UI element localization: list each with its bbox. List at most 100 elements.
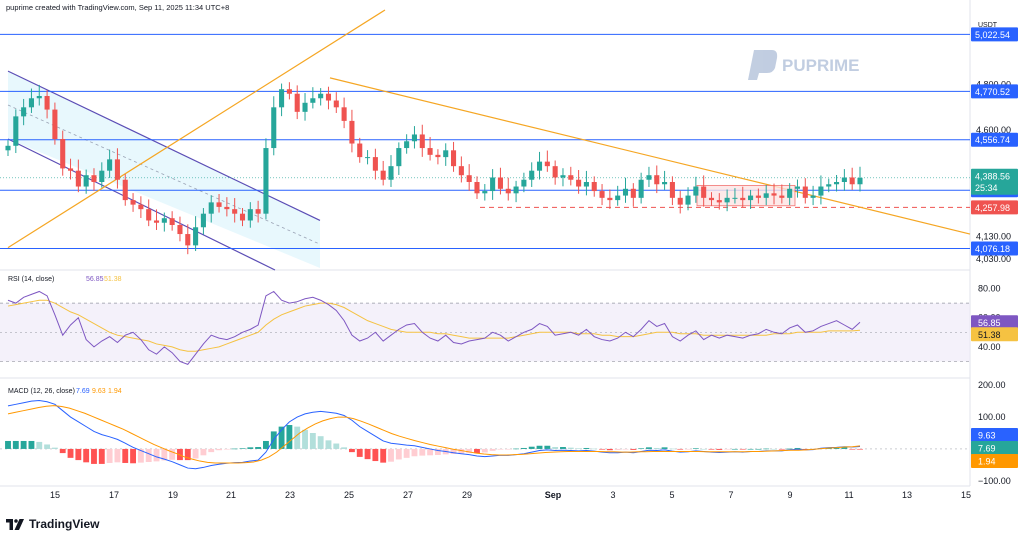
macd-histogram-bar[interactable] [560, 447, 566, 449]
macd-histogram-bar[interactable] [474, 448, 480, 454]
candle[interactable] [224, 206, 230, 210]
candle[interactable] [60, 139, 66, 169]
candle[interactable] [458, 166, 464, 176]
candle[interactable] [615, 195, 621, 201]
ascending-trendline[interactable] [7, 9, 386, 249]
macd-histogram-bar[interactable] [677, 448, 684, 450]
candle[interactable] [857, 177, 863, 185]
candle[interactable] [841, 177, 847, 182]
candle[interactable] [638, 179, 644, 198]
candle[interactable] [834, 182, 840, 185]
candle[interactable] [36, 96, 42, 99]
candle[interactable] [544, 161, 550, 167]
candle[interactable] [247, 209, 253, 221]
candle[interactable] [279, 89, 285, 108]
candle[interactable] [404, 141, 410, 149]
candle[interactable] [748, 195, 754, 201]
macd-histogram-bar[interactable] [239, 448, 246, 449]
candle[interactable] [552, 166, 558, 178]
macd-histogram-bar[interactable] [669, 448, 676, 450]
macd-histogram-bar[interactable] [591, 448, 598, 450]
rsi-line[interactable] [7, 290, 861, 365]
macd-histogram-bar[interactable] [59, 448, 66, 454]
macd-histogram-bar[interactable] [75, 448, 82, 461]
candle[interactable] [818, 186, 824, 196]
macd-histogram-bar[interactable] [505, 448, 512, 450]
candle[interactable] [646, 175, 652, 180]
macd-histogram-bar[interactable] [12, 440, 19, 449]
candle[interactable] [388, 166, 394, 180]
macd-histogram-bar[interactable] [833, 447, 840, 449]
macd-histogram-bar[interactable] [216, 448, 222, 451]
candle[interactable] [380, 170, 386, 180]
candle[interactable] [802, 186, 808, 198]
macd-histogram-bar[interactable] [724, 448, 731, 450]
macd-histogram-bar[interactable] [333, 443, 340, 449]
macd-histogram-bar[interactable] [263, 440, 269, 449]
candle[interactable] [677, 197, 683, 205]
descending-trendline[interactable] [329, 77, 971, 235]
macd-histogram-bar[interactable] [356, 448, 363, 457]
candle[interactable] [75, 170, 81, 187]
macd-histogram-bar[interactable] [372, 448, 379, 462]
candle[interactable] [263, 148, 269, 214]
candle[interactable] [685, 195, 691, 205]
candle[interactable] [451, 150, 457, 167]
candle[interactable] [568, 175, 574, 180]
candle[interactable] [701, 186, 707, 198]
candle[interactable] [185, 234, 191, 246]
macd-histogram-bar[interactable] [255, 447, 262, 449]
macd-histogram-bar[interactable] [98, 448, 105, 464]
candle[interactable] [576, 179, 582, 187]
candle[interactable] [716, 200, 722, 203]
candle[interactable] [708, 197, 715, 201]
macd-histogram-bar[interactable] [638, 448, 645, 449]
candle[interactable] [333, 100, 339, 108]
price-pane[interactable] [0, 9, 971, 271]
macd-histogram-bar[interactable] [286, 425, 293, 449]
macd-histogram-bar[interactable] [755, 448, 762, 450]
candle[interactable] [44, 96, 50, 110]
candle[interactable] [435, 154, 441, 158]
macd-histogram-bar[interactable] [685, 448, 691, 450]
candle[interactable] [67, 168, 74, 171]
candle[interactable] [497, 177, 503, 189]
macd-histogram-bar[interactable] [419, 448, 426, 456]
macd-histogram-bar[interactable] [153, 448, 160, 462]
candle[interactable] [357, 143, 363, 158]
macd-histogram-bar[interactable] [849, 448, 856, 450]
macd-histogram-bar[interactable] [450, 448, 457, 455]
macd-histogram-bar[interactable] [786, 448, 793, 450]
candle[interactable] [591, 182, 597, 192]
candle[interactable] [810, 195, 816, 198]
candle[interactable] [583, 182, 589, 187]
macd-histogram-bar[interactable] [395, 448, 402, 460]
candle[interactable] [28, 98, 34, 108]
candle[interactable] [521, 179, 527, 187]
candle[interactable] [513, 186, 519, 194]
candle[interactable] [622, 188, 629, 196]
macd-histogram-bar[interactable] [137, 448, 144, 463]
macd-histogram-bar[interactable] [458, 448, 465, 454]
macd-histogram-bar[interactable] [114, 448, 121, 463]
candle[interactable] [177, 225, 183, 235]
candle[interactable] [607, 197, 613, 201]
macd-histogram-bar[interactable] [348, 448, 355, 453]
candle[interactable] [318, 93, 324, 99]
macd-histogram-bar[interactable] [106, 448, 113, 463]
candle[interactable] [216, 202, 222, 207]
candle[interactable] [505, 188, 511, 194]
candle[interactable] [107, 159, 113, 171]
macd-histogram-bar[interactable] [231, 448, 238, 450]
macd-histogram-bar[interactable] [771, 448, 777, 450]
candle[interactable] [271, 107, 277, 149]
candle[interactable] [365, 157, 371, 159]
macd-histogram-bar[interactable] [434, 448, 441, 455]
macd-histogram-bar[interactable] [739, 448, 746, 450]
candle[interactable] [396, 148, 402, 167]
candle[interactable] [193, 227, 199, 246]
macd-histogram-bar[interactable] [794, 447, 801, 449]
candle[interactable] [787, 188, 793, 198]
macd-histogram-bar[interactable] [747, 448, 754, 450]
macd-histogram-bar[interactable] [130, 448, 136, 464]
